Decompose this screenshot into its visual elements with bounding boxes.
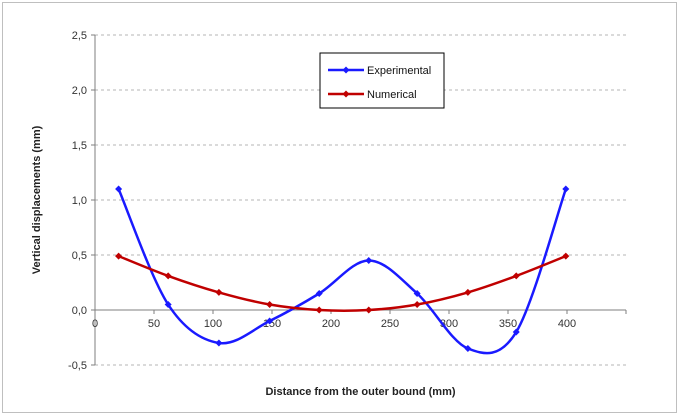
x-tick-label: 400 <box>558 318 576 330</box>
legend-marker-experimental <box>342 66 350 74</box>
x-tick-label: 100 <box>204 318 222 330</box>
x-tick-label: 50 <box>148 318 160 330</box>
data-point-experimental <box>365 257 373 264</box>
y-axis-title: Vertical displacements (mm) <box>31 125 43 274</box>
y-tick-label: 2,0 <box>72 85 87 97</box>
series-layer <box>115 185 570 355</box>
data-point-experimental <box>562 185 570 193</box>
legend: Experimental Numerical <box>319 52 445 109</box>
y-tick-label: 1,0 <box>72 195 87 207</box>
data-point-experimental <box>115 185 123 193</box>
legend-marker-numerical <box>342 90 350 98</box>
x-tick-label: 250 <box>381 318 399 330</box>
y-tick-label: 0,5 <box>72 250 87 262</box>
legend-label-experimental: Experimental <box>367 65 431 77</box>
x-axis-title: Distance from the outer bound (mm) <box>265 386 455 398</box>
data-point-experimental <box>215 339 223 347</box>
data-point-experimental <box>266 317 274 325</box>
data-point-experimental <box>315 290 323 297</box>
y-tick-label: 1,5 <box>72 140 87 152</box>
data-point-numerical <box>315 306 323 314</box>
data-point-numerical <box>115 252 123 260</box>
data-point-numerical <box>164 272 172 280</box>
data-point-numerical <box>413 301 421 308</box>
data-point-numerical <box>365 306 373 314</box>
legend-label-numerical: Numerical <box>367 89 417 101</box>
series-line-numerical <box>118 254 567 312</box>
series-line-experimental <box>117 188 568 355</box>
legend-box <box>319 52 445 109</box>
x-tick-label: 200 <box>322 318 340 330</box>
data-point-numerical <box>512 272 520 280</box>
data-point-experimental <box>512 328 520 336</box>
data-point-experimental <box>413 290 421 297</box>
data-point-numerical <box>464 288 472 296</box>
data-point-numerical <box>215 288 223 296</box>
data-point-experimental <box>464 345 472 352</box>
data-point-experimental <box>164 301 172 308</box>
y-tick-label: 2,5 <box>72 30 87 42</box>
x-tick-label: 0 <box>92 318 98 330</box>
data-point-numerical <box>266 301 274 308</box>
x-tick-label: 350 <box>499 318 517 330</box>
y-tick-label: -0,5 <box>68 360 87 372</box>
y-tick-label: 0,0 <box>72 305 87 317</box>
data-point-numerical <box>562 252 570 260</box>
